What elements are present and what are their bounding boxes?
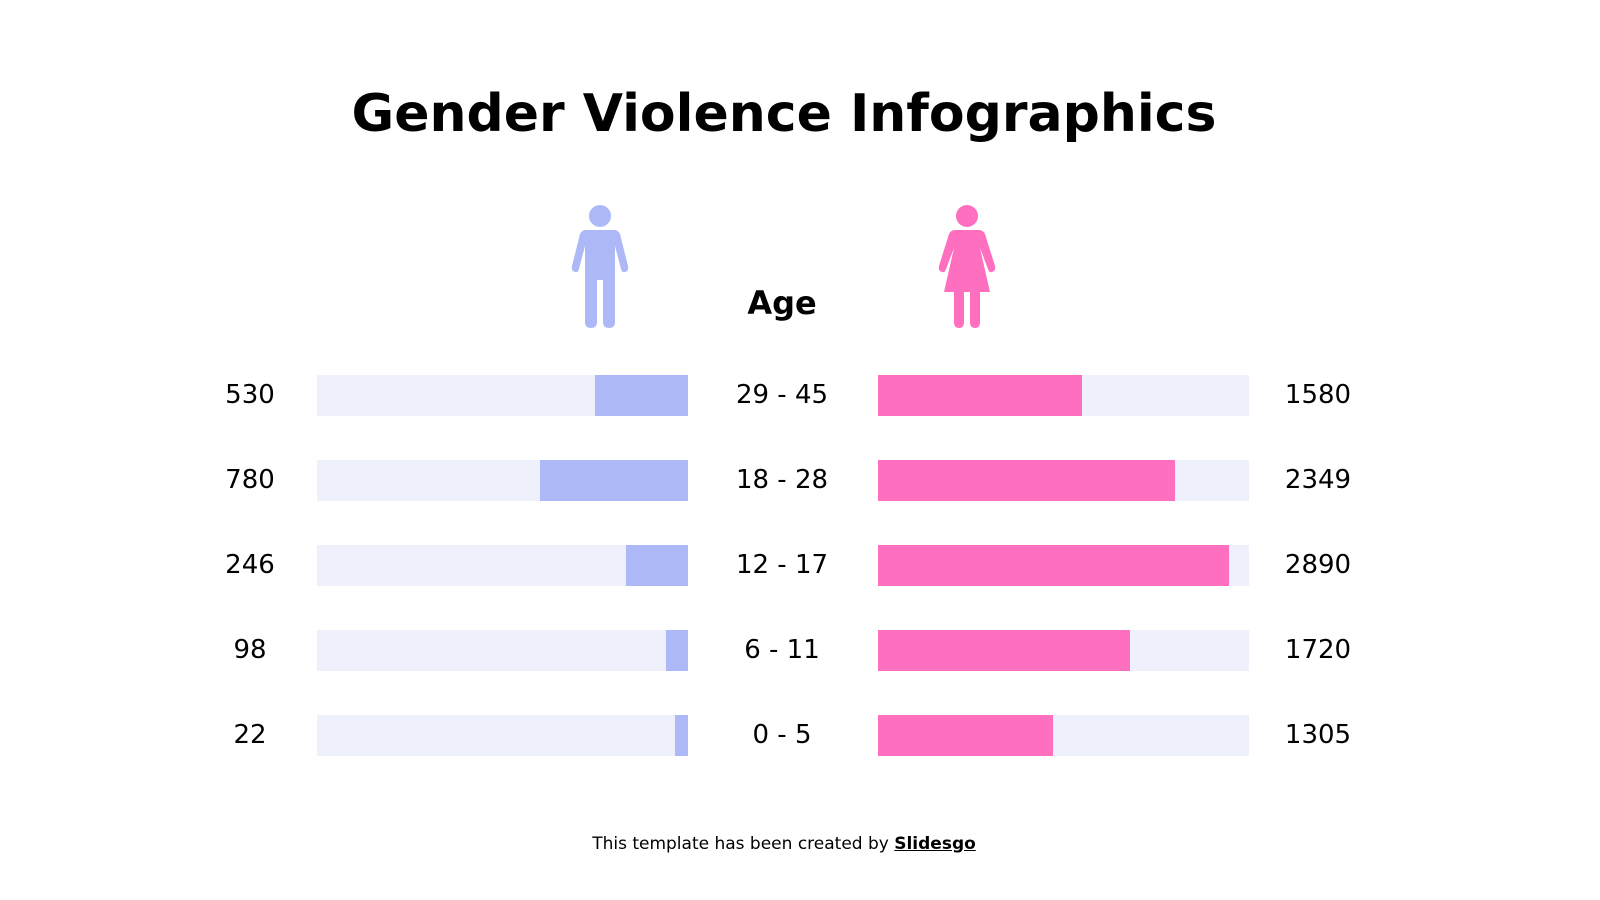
female-bar-track bbox=[878, 375, 1249, 416]
female-value-label: 1305 bbox=[1284, 720, 1352, 750]
male-bar-track bbox=[317, 375, 688, 416]
bar-row: 98 6 - 11 1720 bbox=[0, 630, 1568, 671]
age-category-label: 29 - 45 bbox=[735, 380, 829, 410]
male-bar bbox=[675, 715, 688, 756]
female-bar bbox=[878, 460, 1175, 501]
male-bar-track bbox=[317, 545, 688, 586]
female-bar-track bbox=[878, 715, 1249, 756]
age-category-label: 0 - 5 bbox=[752, 720, 812, 750]
male-icon bbox=[571, 205, 629, 328]
female-bar bbox=[878, 630, 1131, 671]
female-value-label: 2890 bbox=[1284, 550, 1352, 580]
male-bar-track bbox=[317, 460, 688, 501]
male-value-label: 246 bbox=[225, 550, 275, 580]
male-bar bbox=[539, 460, 688, 501]
female-value-label: 1720 bbox=[1284, 635, 1352, 665]
bar-row: 22 0 - 5 1305 bbox=[0, 715, 1568, 756]
age-header: Age bbox=[747, 284, 817, 322]
footer-text: This template has been created by bbox=[592, 834, 895, 854]
female-bar-track bbox=[878, 545, 1249, 586]
female-bar bbox=[878, 375, 1083, 416]
female-bar bbox=[878, 545, 1229, 586]
chart-title: Gender Violence Infographics bbox=[351, 84, 1217, 144]
age-category-label: 12 - 17 bbox=[735, 550, 829, 580]
female-value-label: 2349 bbox=[1284, 465, 1352, 495]
male-value-label: 98 bbox=[233, 635, 267, 665]
male-value-label: 530 bbox=[225, 380, 275, 410]
male-value-label: 780 bbox=[225, 465, 275, 495]
female-bar-track bbox=[878, 630, 1249, 671]
male-bar bbox=[595, 375, 688, 416]
bar-row: 246 12 - 17 2890 bbox=[0, 545, 1568, 586]
male-bar bbox=[666, 630, 688, 671]
male-bar-track bbox=[317, 630, 688, 671]
female-bar bbox=[878, 715, 1054, 756]
age-category-label: 6 - 11 bbox=[744, 635, 820, 665]
male-bar bbox=[626, 545, 688, 586]
slidesgo-link[interactable]: Slidesgo bbox=[894, 834, 976, 854]
male-bar-track bbox=[317, 715, 688, 756]
female-icon bbox=[938, 205, 996, 328]
footer: This template has been created by Slides… bbox=[0, 834, 1568, 854]
male-value-label: 22 bbox=[233, 720, 267, 750]
age-category-label: 18 - 28 bbox=[735, 465, 829, 495]
bar-row: 530 29 - 45 1580 bbox=[0, 375, 1568, 416]
female-value-label: 1580 bbox=[1284, 380, 1352, 410]
female-bar-track bbox=[878, 460, 1249, 501]
bar-row: 780 18 - 28 2349 bbox=[0, 460, 1568, 501]
